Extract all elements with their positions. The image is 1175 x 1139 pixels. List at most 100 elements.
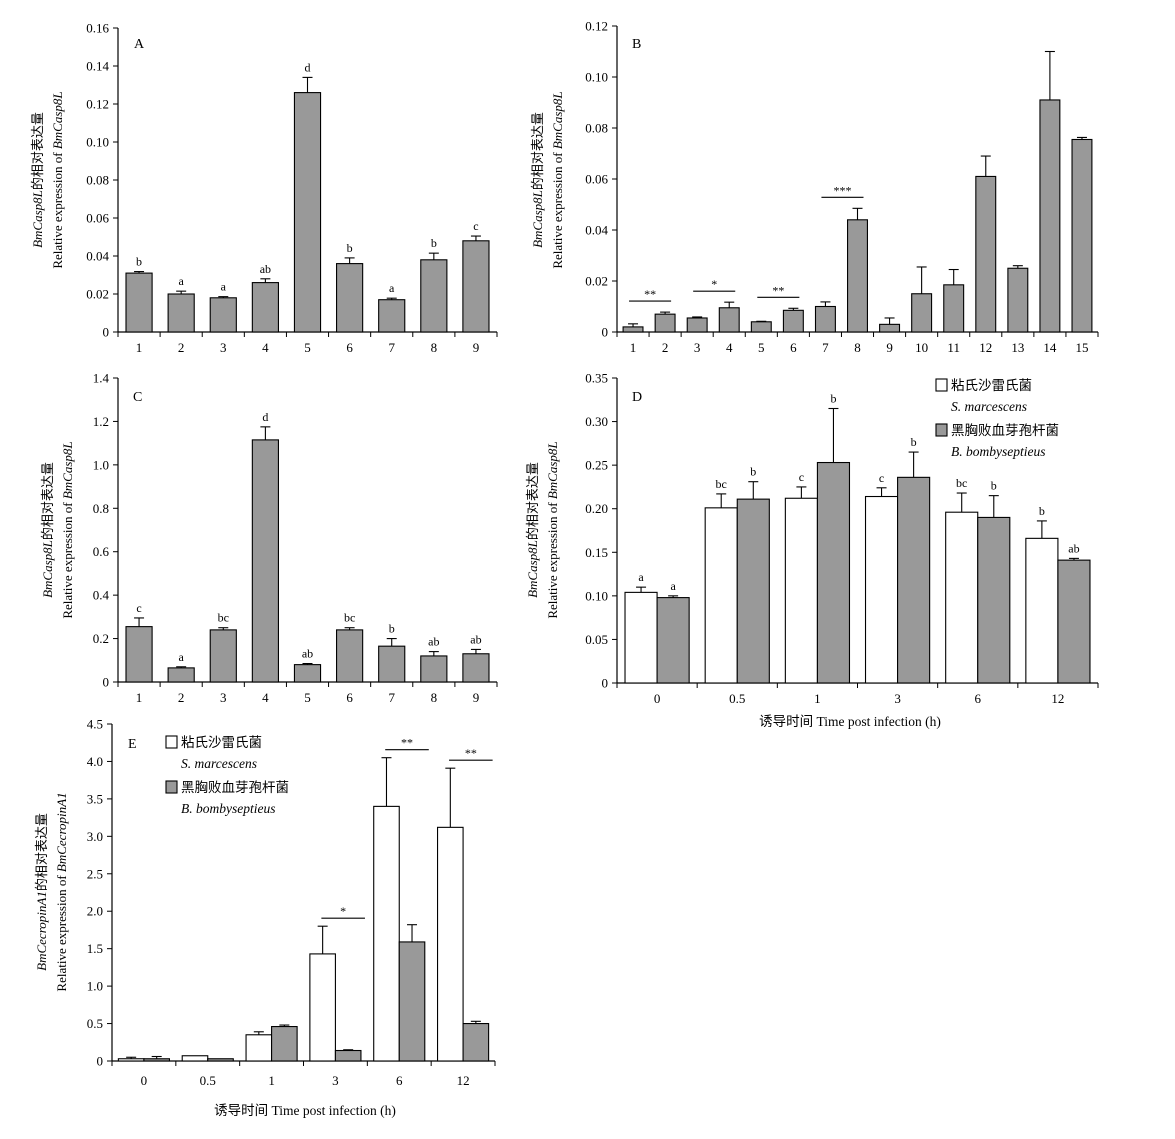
bar	[167, 667, 195, 683]
y-tick-label: 0.10	[86, 135, 109, 150]
bar	[462, 240, 490, 333]
bar	[1071, 138, 1093, 333]
y-tick-label: 1.2	[93, 414, 109, 429]
y-tick-label: 0.02	[86, 287, 109, 302]
y-tick-label: 0	[602, 676, 609, 691]
bar	[654, 313, 676, 333]
x-tick-label: 2	[178, 690, 185, 705]
legend-swatch	[935, 423, 948, 437]
significance-letter: b	[991, 479, 997, 493]
bar	[847, 219, 868, 333]
x-tick-label: 13	[1011, 340, 1024, 355]
y-axis-label-en: Relative expression of BmCasp8L	[550, 91, 565, 268]
bar	[945, 511, 979, 684]
y-tick-label: 0	[97, 1054, 104, 1069]
x-tick-label: 10	[915, 340, 928, 355]
x-tick-label: 7	[822, 340, 829, 355]
x-axis-label: 诱导时间 Time post infection (h)	[759, 714, 941, 729]
bar	[462, 653, 490, 683]
bar	[879, 323, 901, 333]
y-tick-label: 0.35	[585, 371, 608, 386]
y-axis-label-cn: BmCasp8L的相对表达量	[525, 462, 540, 598]
bar	[943, 284, 965, 333]
bar	[624, 591, 658, 684]
y-tick-label: 3.5	[87, 791, 103, 806]
y-axis-label-cn: BmCasp8L的相对表达量	[30, 112, 45, 248]
bar	[462, 1023, 490, 1062]
significance-letter: a	[638, 570, 644, 584]
legend-label-cn: 黑胸败血芽孢杆菌	[181, 780, 289, 795]
significance-stars: *	[340, 904, 346, 918]
y-axis-label-en: Relative expression of BmCasp8L	[60, 441, 75, 618]
bar	[420, 259, 448, 333]
bar	[784, 497, 818, 684]
x-tick-label: 0.5	[729, 691, 745, 706]
x-tick-label: 1	[136, 340, 143, 355]
x-tick-label: 12	[457, 1073, 470, 1088]
significance-letter: c	[799, 470, 804, 484]
panel-e: 00.51.01.52.02.53.03.54.04.50 0.5 1 3 6 12***…	[34, 717, 496, 1118]
panel-letter: A	[134, 37, 145, 52]
bar	[181, 1055, 209, 1062]
bar	[117, 1058, 145, 1062]
significance-letter: d	[262, 410, 268, 424]
legend-label-cn: 粘氏沙雷氏菌	[951, 378, 1032, 393]
significance-letter: b	[1039, 504, 1045, 518]
y-tick-label: 0	[103, 325, 110, 340]
bar	[420, 655, 448, 683]
bar	[718, 307, 740, 333]
y-tick-label: 1.5	[87, 941, 103, 956]
bar	[1007, 267, 1029, 333]
y-tick-label: 0.06	[585, 172, 608, 187]
x-tick-label: 3	[332, 1073, 339, 1088]
y-tick-label: 0.02	[585, 274, 608, 289]
y-tick-label: 4.5	[87, 717, 103, 732]
x-tick-label: 1	[630, 340, 637, 355]
x-tick-label: 0	[141, 1073, 148, 1088]
panel-letter: D	[632, 390, 642, 405]
bar	[251, 282, 279, 333]
significance-letter: ab	[260, 262, 271, 276]
x-tick-label: 3	[694, 340, 701, 355]
y-tick-label: 0.05	[585, 632, 608, 647]
panel-letter: B	[632, 37, 641, 52]
panel-b: 00.020.040.060.080.100.121 2 3 4 5 6 7 8 9 10 11 12…	[530, 19, 1099, 355]
bar	[816, 461, 851, 684]
legend-label-en: S. marcescens	[951, 399, 1027, 414]
bar	[336, 263, 364, 333]
x-tick-label: 3	[220, 690, 227, 705]
bar	[977, 516, 1011, 684]
y-axis-label-en: Relative expression of BmCecropinA1	[54, 792, 69, 991]
y-tick-label: 1.4	[93, 371, 110, 386]
significance-letter: c	[879, 471, 884, 485]
y-tick-label: 0.08	[86, 173, 109, 188]
y-tick-label: 0.15	[585, 545, 608, 560]
significance-letter: a	[179, 650, 185, 664]
bar	[293, 664, 322, 683]
y-tick-label: 0.5	[87, 1016, 103, 1031]
bar	[1039, 99, 1061, 333]
x-axis-label: 诱导时间 Time post infection (h)	[214, 1103, 396, 1118]
x-tick-label: 6	[346, 340, 353, 355]
significance-letter: a	[670, 579, 676, 593]
y-axis-label-cn: BmCecropinA1的相对表达量	[34, 813, 49, 971]
x-tick-label: 0.5	[200, 1073, 216, 1088]
x-tick-label: 5	[304, 340, 311, 355]
y-tick-label: 0.14	[86, 59, 109, 74]
bar	[293, 92, 322, 333]
legend-swatch	[165, 735, 178, 749]
y-tick-label: 0.6	[93, 544, 110, 559]
bar	[897, 476, 931, 684]
x-tick-label: 14	[1043, 340, 1057, 355]
y-tick-label: 0.20	[585, 501, 608, 516]
significance-letter: b	[389, 622, 395, 636]
panel-a: 0 0.02 0.04 0.06 0.08 0.10 0.12 0.14 0.16 1 2 3 4 5 6 7…	[30, 21, 498, 355]
y-tick-label: 0.10	[585, 70, 608, 85]
bar	[245, 1034, 273, 1062]
bar	[207, 1058, 234, 1062]
x-tick-label: 4	[262, 340, 269, 355]
significance-letter: b	[830, 392, 836, 406]
significance-letter: b	[136, 255, 142, 269]
bar	[704, 507, 738, 684]
